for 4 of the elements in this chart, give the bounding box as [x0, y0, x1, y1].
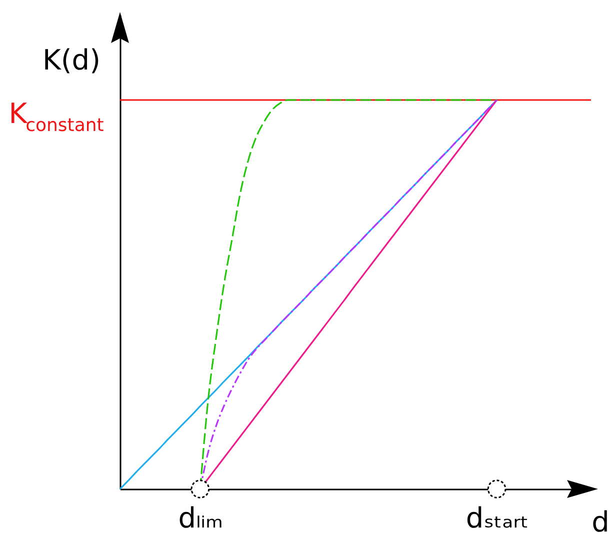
x-tick-label: dₛₜₐᵣₜ — [466, 502, 529, 534]
x-axis-title: d — [592, 506, 610, 538]
x-tick-label: dₗᵢₘ — [178, 502, 224, 534]
y-axis-title: K(d) — [42, 44, 100, 76]
